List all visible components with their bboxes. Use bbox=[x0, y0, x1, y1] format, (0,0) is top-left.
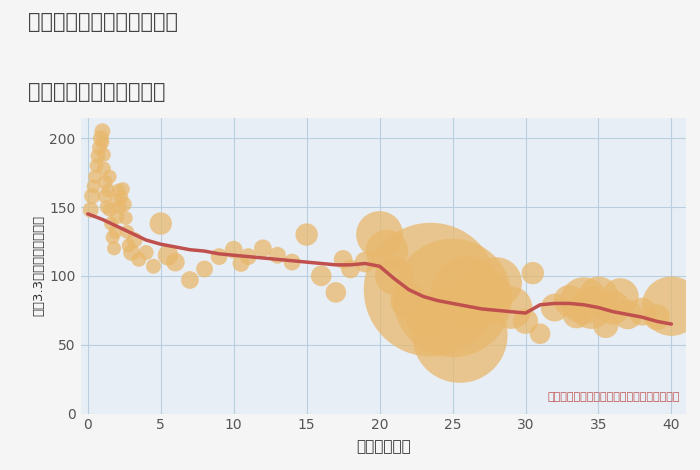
Point bbox=[104, 173, 116, 180]
Point bbox=[258, 244, 269, 252]
Point bbox=[184, 276, 195, 284]
Point bbox=[97, 139, 108, 146]
Point bbox=[666, 302, 677, 310]
Point bbox=[235, 260, 246, 267]
Point bbox=[301, 231, 312, 238]
Point bbox=[98, 151, 109, 158]
Point bbox=[169, 258, 181, 266]
Point bbox=[162, 251, 174, 259]
Point bbox=[586, 304, 597, 311]
Point bbox=[91, 162, 102, 170]
Point bbox=[527, 269, 538, 277]
Point bbox=[345, 265, 356, 273]
Point bbox=[571, 311, 582, 318]
Point bbox=[491, 279, 502, 287]
Point bbox=[92, 152, 104, 160]
Point bbox=[104, 206, 116, 213]
Point bbox=[286, 258, 297, 266]
Point bbox=[107, 234, 118, 241]
Point bbox=[608, 304, 619, 311]
X-axis label: 築年数（年）: 築年数（年） bbox=[356, 439, 411, 454]
Text: 円の大きさは、取引のあった物件面積を示す: 円の大きさは、取引のあった物件面積を示す bbox=[547, 392, 680, 402]
Point bbox=[117, 185, 128, 193]
Point bbox=[447, 294, 458, 302]
Point bbox=[578, 297, 589, 305]
Point bbox=[102, 203, 113, 211]
Point bbox=[403, 297, 414, 305]
Point bbox=[214, 253, 225, 260]
Point bbox=[98, 164, 109, 172]
Point bbox=[113, 187, 124, 194]
Point bbox=[272, 251, 283, 259]
Point bbox=[636, 308, 648, 315]
Point bbox=[122, 228, 133, 235]
Point bbox=[90, 173, 101, 180]
Point bbox=[243, 253, 254, 260]
Point bbox=[651, 313, 662, 321]
Point bbox=[119, 201, 130, 208]
Point bbox=[564, 297, 575, 305]
Point bbox=[418, 318, 429, 325]
Point bbox=[126, 249, 137, 256]
Point bbox=[520, 318, 531, 325]
Point bbox=[337, 256, 349, 263]
Text: 築年数別中古戸建て価格: 築年数別中古戸建て価格 bbox=[28, 82, 165, 102]
Point bbox=[97, 127, 108, 135]
Text: 神奈川県川崎市宮前区平の: 神奈川県川崎市宮前区平の bbox=[28, 12, 178, 32]
Point bbox=[454, 331, 466, 339]
Point bbox=[123, 242, 134, 250]
Point bbox=[316, 272, 327, 280]
Point bbox=[228, 246, 239, 253]
Point bbox=[461, 289, 472, 296]
Point bbox=[549, 304, 560, 311]
Point bbox=[103, 187, 114, 194]
Point bbox=[111, 196, 122, 204]
Point bbox=[85, 206, 97, 213]
Point bbox=[114, 203, 125, 211]
Point bbox=[615, 293, 626, 300]
Point bbox=[359, 258, 370, 266]
Point bbox=[199, 265, 210, 273]
Point bbox=[433, 304, 444, 311]
Point bbox=[330, 289, 342, 296]
Point bbox=[120, 214, 132, 222]
Point bbox=[622, 311, 634, 318]
Point bbox=[116, 194, 127, 201]
Point bbox=[389, 272, 400, 280]
Point bbox=[382, 247, 393, 255]
Point bbox=[88, 183, 99, 190]
Point bbox=[108, 244, 120, 252]
Point bbox=[535, 330, 546, 337]
Point bbox=[110, 228, 121, 235]
Point bbox=[99, 192, 111, 200]
Point bbox=[593, 293, 604, 300]
Point bbox=[425, 286, 436, 293]
Point bbox=[111, 213, 122, 220]
Point bbox=[133, 256, 144, 263]
Point bbox=[600, 321, 611, 329]
Point bbox=[95, 134, 106, 142]
Point bbox=[87, 192, 98, 200]
Point bbox=[148, 262, 159, 270]
Point bbox=[476, 293, 487, 300]
Point bbox=[94, 144, 105, 151]
Point bbox=[155, 220, 167, 227]
Point bbox=[505, 304, 517, 311]
Point bbox=[129, 236, 140, 244]
Point bbox=[141, 249, 152, 256]
Y-axis label: 坪（3.3㎡）単価（万円）: 坪（3.3㎡）単価（万円） bbox=[32, 215, 45, 316]
Point bbox=[99, 179, 111, 186]
Point bbox=[106, 220, 117, 227]
Point bbox=[374, 231, 385, 238]
